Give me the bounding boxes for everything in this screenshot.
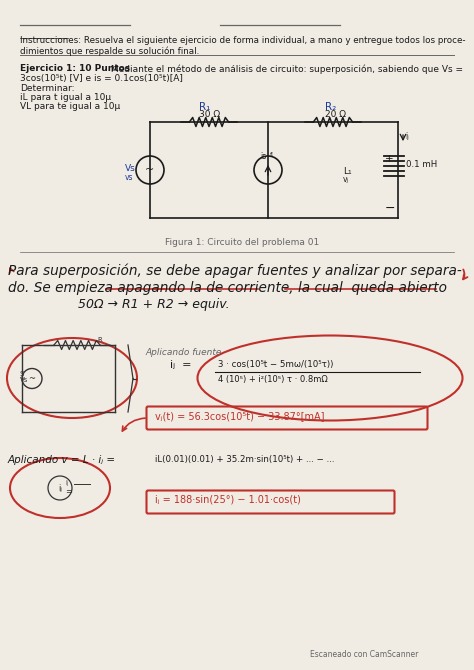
Text: R₂: R₂	[325, 102, 336, 112]
Text: iⱼ: iⱼ	[405, 132, 409, 141]
Text: vⱼ: vⱼ	[343, 175, 349, 184]
Text: is: is	[260, 152, 266, 161]
Text: 0.1 mH: 0.1 mH	[406, 160, 437, 169]
Text: Para superposición, se debe apagar fuentes y analizar por separa-: Para superposición, se debe apagar fuent…	[8, 264, 462, 279]
Text: R₁: R₁	[199, 102, 210, 112]
Text: iL(0.01)(0.01) + 35.2m·sin(10⁵t) + ... − ...: iL(0.01)(0.01) + 35.2m·sin(10⁵t) + ... −…	[155, 455, 335, 464]
Text: 50Ω → R1 + R2 → equiv.: 50Ω → R1 + R2 → equiv.	[50, 298, 229, 311]
Text: 3 · cos(10⁵t − 5mω/(10⁵τ)): 3 · cos(10⁵t − 5mω/(10⁵τ))	[218, 360, 333, 369]
Text: S
Vs: S Vs	[20, 371, 28, 383]
Text: Ejercicio 1: 10 Puntos: Ejercicio 1: 10 Puntos	[20, 64, 130, 73]
Text: Vs: Vs	[125, 164, 136, 173]
Text: 3cos(10⁵t) [V] e is = 0.1cos(10⁵t)[A]: 3cos(10⁵t) [V] e is = 0.1cos(10⁵t)[A]	[20, 74, 183, 83]
Text: Mediante el método de análisis de circuito: superposición, sabiendo que Vs =: Mediante el método de análisis de circui…	[108, 64, 463, 74]
Text: +: +	[385, 154, 393, 164]
Text: iⱼ  =: iⱼ =	[170, 360, 191, 370]
Text: Escaneado con CamScanner: Escaneado con CamScanner	[310, 650, 419, 659]
Text: −: −	[385, 202, 395, 215]
Text: Determinar:: Determinar:	[20, 84, 74, 93]
Text: =: =	[65, 487, 72, 496]
Text: L₁: L₁	[343, 167, 352, 176]
Text: do. Se empieza apagando la de corriente, la cual  queda abierto: do. Se empieza apagando la de corriente,…	[8, 281, 447, 295]
Text: ~: ~	[28, 374, 36, 383]
Text: ~: ~	[146, 165, 155, 175]
Text: vs: vs	[125, 173, 134, 182]
Text: Aplicando fuente: Aplicando fuente	[145, 348, 221, 357]
Text: vⱼ(t) = 56.3cos(10⁵t) − 33.87°[mA]: vⱼ(t) = 56.3cos(10⁵t) − 33.87°[mA]	[155, 411, 325, 421]
Text: Aplicando v = L · iⱼ =: Aplicando v = L · iⱼ =	[8, 455, 116, 465]
Text: iL para t igual a 10μ: iL para t igual a 10μ	[20, 93, 111, 102]
Text: Figura 1: Circuito del problema 01: Figura 1: Circuito del problema 01	[165, 238, 319, 247]
Text: fᵢ: fᵢ	[270, 152, 274, 158]
Text: R: R	[97, 337, 102, 343]
FancyArrowPatch shape	[9, 268, 14, 273]
Text: 30 Ω: 30 Ω	[199, 110, 220, 119]
FancyArrowPatch shape	[463, 269, 467, 279]
Text: iⱼ: iⱼ	[58, 484, 62, 492]
FancyArrowPatch shape	[122, 418, 145, 431]
Text: VL para te igual a 10μ: VL para te igual a 10μ	[20, 102, 120, 111]
Text: Instrucciones: Resuelva el siguiente ejercicio de forma individual, a mano y ent: Instrucciones: Resuelva el siguiente eje…	[20, 36, 465, 45]
Text: 20 Ω: 20 Ω	[325, 110, 346, 119]
Text: iⱼ = 188·sin(25°) − 1.01·cos(t): iⱼ = 188·sin(25°) − 1.01·cos(t)	[155, 495, 301, 505]
Text: dimientos que respalde su solución final.: dimientos que respalde su solución final…	[20, 47, 199, 56]
Text: 4 (10⁵) + i²(10⁵) τ · 0.8mΩ: 4 (10⁵) + i²(10⁵) τ · 0.8mΩ	[218, 375, 328, 384]
Text: iⱼ: iⱼ	[65, 480, 68, 486]
